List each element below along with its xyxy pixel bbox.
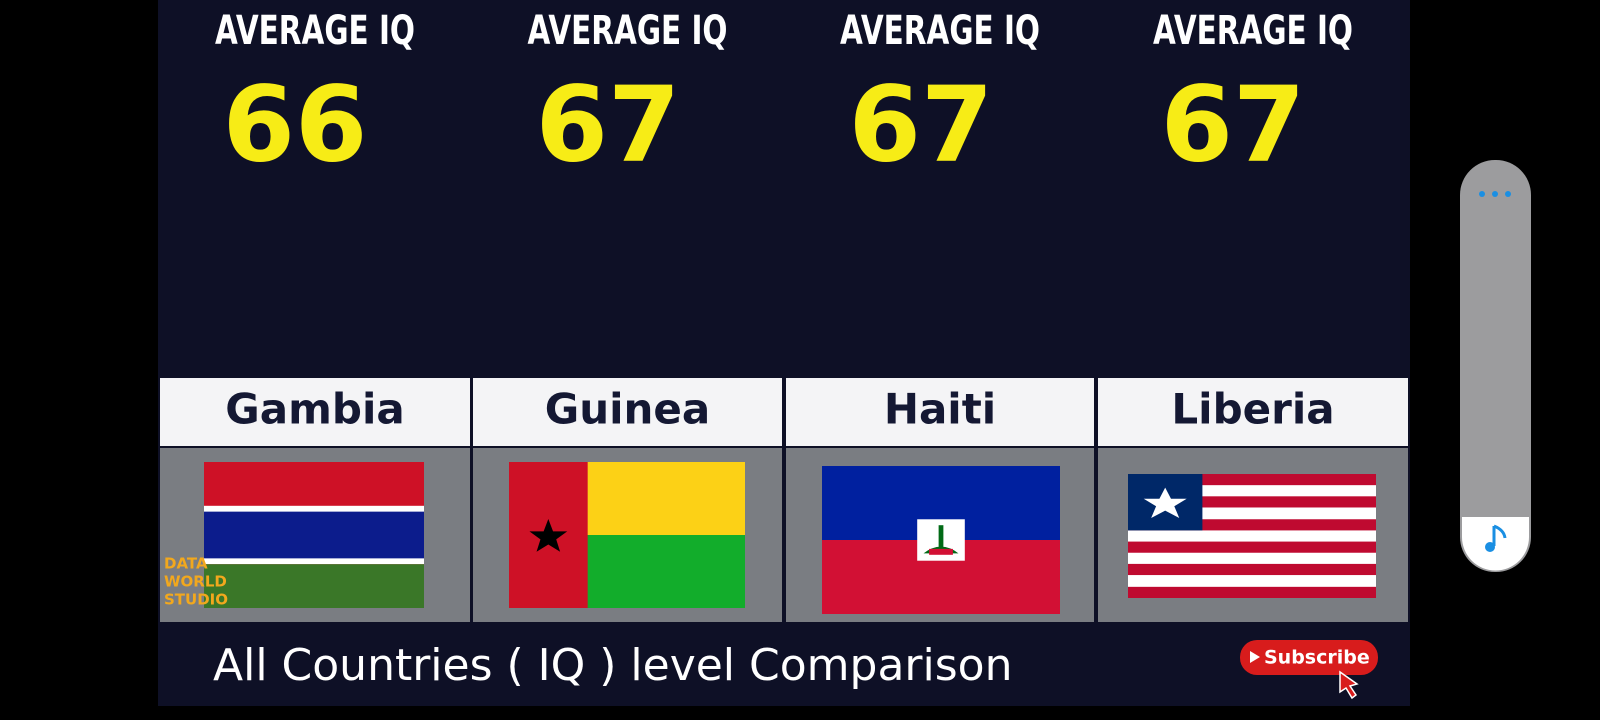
- country-name: Gambia: [225, 385, 404, 434]
- iq-label: AVERAGE IQ: [215, 8, 415, 54]
- subscribe-label[interactable]: Subscribe: [1264, 647, 1370, 669]
- country-name: Haiti: [884, 385, 996, 434]
- iq-value: 67: [1161, 63, 1306, 185]
- panel: AVERAGE IQ 67 Guinea: [473, 8, 782, 622]
- iq-label: AVERAGE IQ: [1153, 8, 1353, 54]
- watermark-line: DATA: [164, 555, 208, 573]
- country-name: Liberia: [1171, 385, 1334, 434]
- panel: AVERAGE IQ 67 Haiti: [786, 8, 1094, 622]
- iq-label: AVERAGE IQ: [840, 8, 1040, 54]
- iq-value: 67: [536, 63, 681, 185]
- footer-title: All Countries ( IQ ) level Comparison: [213, 640, 1012, 691]
- watermark-line: WORLD: [164, 573, 227, 591]
- iq-value: 66: [223, 63, 368, 185]
- panel: AVERAGE IQ 66 Gambia: [160, 8, 470, 622]
- iq-label: AVERAGE IQ: [528, 8, 728, 54]
- iq-value: 67: [849, 63, 994, 185]
- side-widget[interactable]: [1460, 160, 1531, 572]
- country-name: Guinea: [545, 385, 711, 434]
- watermark-line: STUDIO: [164, 591, 228, 609]
- subscribe-button[interactable]: [1240, 640, 1378, 675]
- panel: AVERAGE IQ 67 Liberia: [1098, 8, 1408, 622]
